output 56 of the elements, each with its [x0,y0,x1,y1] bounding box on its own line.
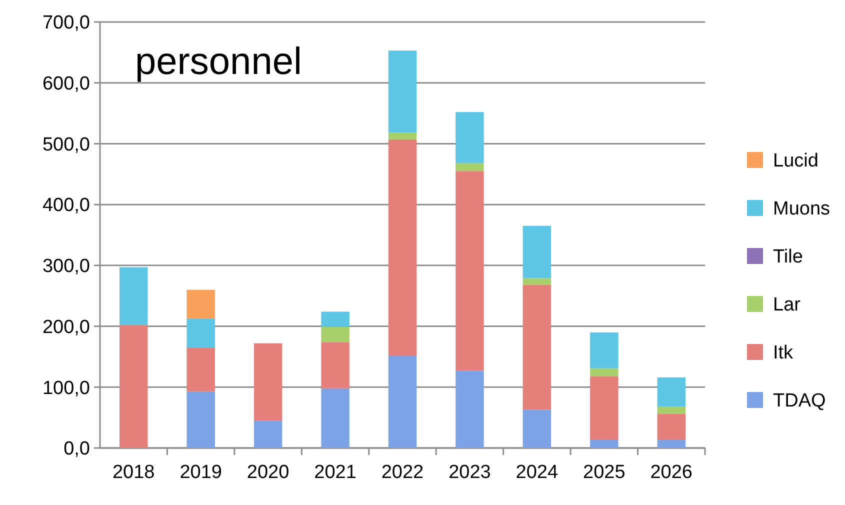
legend-label: Tile [773,246,803,268]
bar [254,343,282,421]
bar [522,226,552,278]
bar [321,388,350,448]
x-tick-label: 2026 [650,462,693,483]
bar [590,439,618,448]
bar [657,439,686,448]
bar [186,348,215,392]
text: personnel [135,41,302,83]
x-tick-label: 2024 [516,462,559,483]
bar [522,410,552,448]
bar [119,325,148,448]
bar [388,355,417,448]
bar [657,406,686,414]
bar [186,391,215,448]
bar [456,112,484,164]
x-tick-label: 2022 [381,462,424,483]
bar [186,318,215,348]
y-tick-label: 400,0 [42,195,90,216]
bar [522,278,552,285]
y-tick-label: 700,0 [42,12,90,34]
y-tick-label: 500,0 [42,134,90,156]
bar [186,290,215,318]
bar [590,376,618,440]
y-tick-label: 200,0 [42,316,90,338]
bar [321,312,350,327]
bar [321,342,350,388]
legend-label: Itk [773,342,794,364]
bar [456,370,484,448]
x-tick-label: 2023 [448,462,491,483]
legend-label: Muons [773,198,830,220]
bar [388,139,417,356]
legend-label: Lucid [773,150,818,172]
bar [590,332,618,368]
bar [456,171,484,371]
x-tick-label: 2020 [246,462,290,483]
bar [254,420,282,448]
bar [657,377,686,407]
legend-label: Lar [773,294,802,316]
y-tick-label: 0,0 [64,438,90,460]
y-tick-label: 100,0 [42,378,90,399]
x-tick-label: 2021 [314,462,356,483]
bar [657,414,686,440]
bar [456,163,484,172]
bar [590,368,618,376]
bar [388,132,417,140]
legend-label: TDAQ [773,390,826,412]
y-tick-label: 600,0 [42,74,90,95]
y-tick-label: 300,0 [42,256,90,278]
bar [522,284,552,410]
x-tick-label: 2025 [583,462,626,483]
bar [321,326,350,342]
x-tick-label: 2019 [180,462,222,483]
bar [119,267,148,326]
x-tick-label: 2018 [112,462,155,483]
bar [388,50,417,133]
